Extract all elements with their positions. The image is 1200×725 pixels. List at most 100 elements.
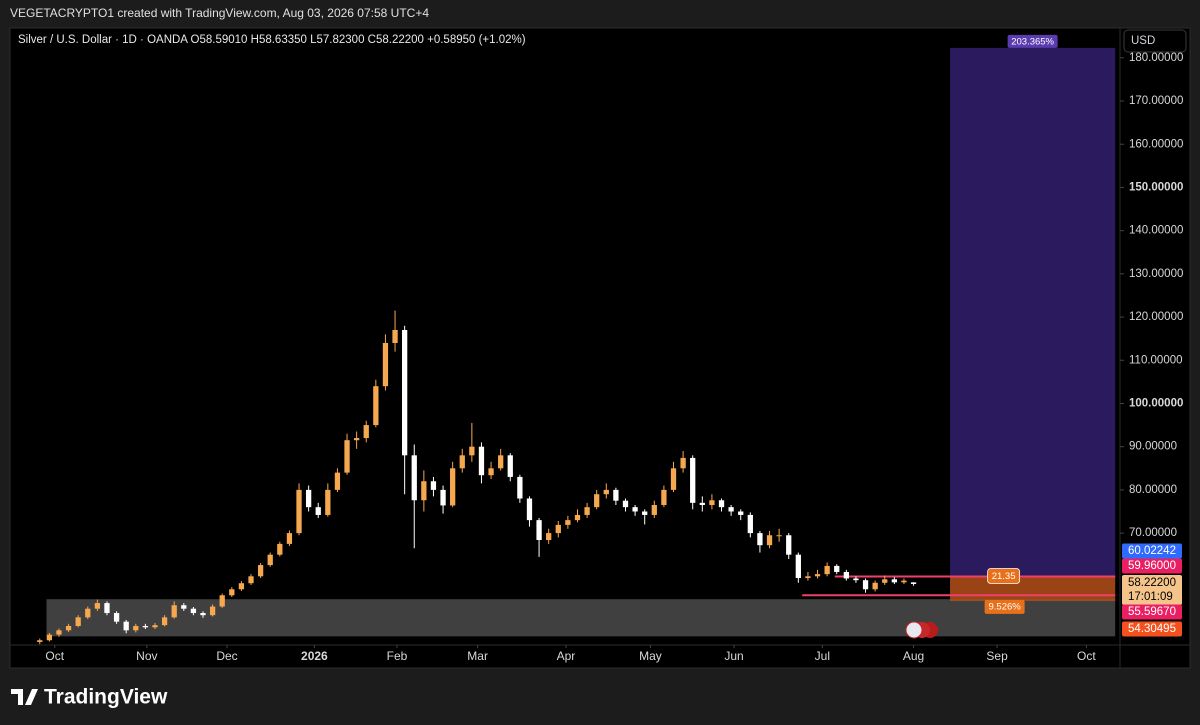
- countdown: 17:01:09: [1128, 591, 1173, 603]
- candle-body: [536, 520, 542, 541]
- candle-body: [632, 507, 638, 512]
- x-tick-label: Nov: [136, 649, 157, 663]
- price-label-box: [1122, 621, 1182, 637]
- candle-body: [373, 386, 379, 426]
- candle-body: [85, 608, 91, 618]
- candle-body: [190, 608, 197, 614]
- x-tick-label: Jun: [724, 649, 743, 663]
- x-tick-label: May: [639, 649, 662, 663]
- candle-body: [594, 494, 600, 508]
- support-zone: [46, 599, 1116, 637]
- candle-body: [402, 330, 408, 456]
- candle-body: [238, 583, 245, 590]
- candle-body: [613, 489, 619, 501]
- stop-tag: [984, 599, 1025, 614]
- candle-body: [161, 617, 168, 626]
- events-icon[interactable]: [905, 621, 938, 639]
- target-tag: [1007, 34, 1058, 48]
- candle-body: [363, 425, 369, 439]
- candle-body: [488, 468, 494, 476]
- candle-body: [353, 438, 360, 441]
- candle-body: [46, 634, 53, 641]
- candle-body: [421, 481, 427, 501]
- candle-body: [440, 489, 446, 506]
- candle-body: [747, 514, 753, 534]
- price-label: 59.96000: [1128, 560, 1176, 572]
- event-flag: [905, 621, 923, 639]
- candle-body: [123, 621, 129, 631]
- candle-body: [37, 640, 43, 642]
- candle-body: [382, 342, 389, 387]
- candle-body: [776, 535, 782, 537]
- x-tick-label: Oct: [45, 649, 64, 663]
- price-label: 54.30495: [1128, 623, 1176, 635]
- candle-body: [286, 533, 293, 544]
- candle-body: [565, 520, 571, 525]
- currency-label: USD: [1131, 35, 1155, 47]
- stop-zone: [950, 576, 1116, 601]
- candle-body: [603, 489, 609, 495]
- price-label-box: [1122, 558, 1182, 574]
- candle-body: [277, 543, 283, 555]
- y-tick-label: 130.00000: [1129, 268, 1183, 280]
- candle-body: [498, 455, 504, 469]
- candle-body: [411, 455, 417, 501]
- candle-body: [229, 589, 235, 596]
- stop-percent: 9.526%: [989, 601, 1022, 612]
- candle-body: [690, 457, 696, 503]
- candle-body: [910, 582, 917, 584]
- currency-button[interactable]: [1123, 29, 1187, 53]
- x-tick-label: 2026: [301, 649, 328, 663]
- candle-body: [181, 605, 187, 609]
- price-label: 55.59670: [1128, 606, 1176, 618]
- candle-body: [152, 625, 158, 628]
- candle-body: [325, 489, 331, 515]
- x-tick-label: Jul: [815, 649, 830, 663]
- candle-body: [344, 440, 350, 473]
- x-tick-label: Mar: [467, 649, 488, 663]
- candle-body: [814, 574, 821, 577]
- candle-body: [728, 507, 734, 512]
- credit: VEGETACRYPTO1 created with TradingView.c…: [10, 6, 429, 20]
- candle-body: [709, 500, 715, 506]
- candle-body: [882, 579, 888, 583]
- y-tick-label: 150.00000: [1129, 181, 1183, 193]
- y-tick-label: 160.00000: [1129, 138, 1183, 150]
- candle-body: [113, 613, 120, 622]
- candle-body: [200, 613, 206, 616]
- y-tick-label: 80.00000: [1129, 484, 1177, 496]
- candle-body: [478, 446, 485, 476]
- candle-body: [459, 455, 465, 469]
- candle-body: [334, 472, 341, 490]
- candle-body: [209, 606, 216, 616]
- target-zone: [950, 47, 1116, 577]
- x-tick-label: Oct: [1077, 649, 1096, 663]
- candle-body: [699, 502, 705, 506]
- candle-body: [517, 476, 523, 499]
- candle-body: [574, 514, 581, 521]
- candle-body: [305, 489, 312, 508]
- candle-body: [94, 603, 101, 609]
- candle-body: [267, 554, 273, 566]
- candle-body: [872, 582, 878, 590]
- price-label-box: [1122, 575, 1182, 605]
- x-tick-label: Sep: [986, 649, 1008, 663]
- candle-body: [862, 580, 869, 590]
- candle-body: [75, 617, 81, 626]
- candle-body: [296, 489, 302, 534]
- candle-body: [651, 505, 657, 515]
- candle-body: [901, 580, 907, 583]
- candle-body: [104, 603, 110, 614]
- candle-body: [642, 511, 648, 515]
- candle-body: [142, 625, 149, 628]
- brand-logo: [11, 689, 38, 705]
- price-label: 60.02242: [1128, 545, 1176, 557]
- candle-body: [315, 507, 321, 515]
- candle-body: [555, 524, 561, 534]
- price-label-box: [1122, 604, 1182, 620]
- candle-body: [219, 595, 225, 607]
- candle-body: [65, 625, 72, 631]
- candle-body: [133, 625, 139, 631]
- candle-body: [392, 330, 398, 343]
